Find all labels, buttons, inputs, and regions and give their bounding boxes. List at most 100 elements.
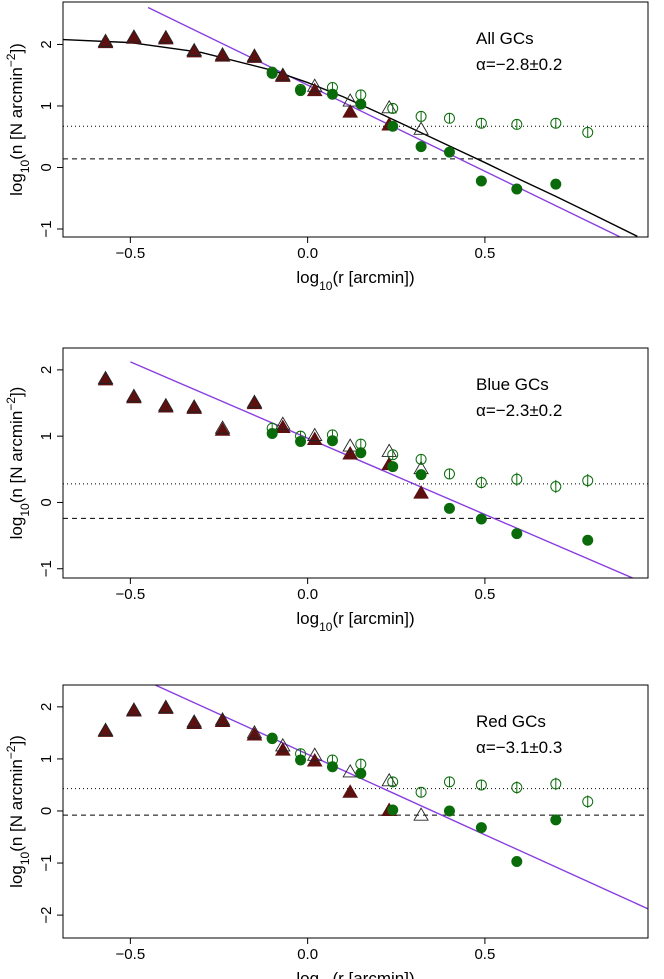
triangle-point [157,700,174,714]
triangle-point [158,699,174,713]
circle-point [582,126,594,138]
y-tick-label: 0 [38,498,55,506]
circle-point [295,83,307,95]
y-axis-label-part: ]) [7,735,26,745]
y-tick-label: 0 [38,163,55,171]
triangle-point [342,764,358,778]
y-axis-label-part: 10 [18,851,32,865]
triangle-point [214,713,231,727]
y-axis-label-part: −2 [4,53,18,67]
circle-point [326,754,338,766]
y-tick-label: 1 [38,102,55,110]
y-axis-label-part: (n [N arcmin [7,67,26,160]
axes-frame [62,1,649,238]
fit-line [154,685,648,910]
circle-point [355,758,367,770]
x-axis-label-part: (r [arcmin]) [332,969,414,979]
panel-label: Blue GCs [476,375,549,394]
x-axis-label-part: 10 [319,279,333,293]
triangle-point [186,714,202,728]
x-tick-label: 0.0 [297,586,318,603]
triangle-point [186,43,203,58]
y-axis-label: log10(n [N arcmin−2]) [4,387,32,540]
circle-point [550,778,562,790]
triangle-point [246,395,263,410]
circle-point [582,475,594,487]
circle-point [387,804,399,816]
y-axis-label-part: log [7,517,26,540]
circle-point [443,502,455,514]
triangle-point [306,78,323,92]
triangle-point [306,431,323,445]
y-tick-label: −1 [38,854,55,871]
triangle-point [214,47,231,61]
triangle-point [126,30,142,44]
y-axis-label-part: ]) [7,387,26,397]
circle-point [511,118,523,130]
x-tick-label: 0.5 [474,946,495,963]
circle-point [550,814,562,826]
y-tick-label: 2 [38,703,55,711]
x-axis-label-part: (r [arcmin]) [332,268,414,287]
triangle-point [306,427,323,441]
circle-point [443,146,455,158]
triangle-point [126,388,142,402]
triangle-point [306,747,323,761]
circle-point [511,183,523,195]
circle-point [415,453,427,465]
x-axis-label: log10(r [arcmin]) [296,969,414,979]
plot-area [63,685,648,910]
circle-point [415,110,427,122]
fit-line [63,38,638,237]
y-axis-label-part: 10 [18,159,32,173]
triangle-point [342,438,358,452]
x-axis-label-part: (r [arcmin]) [332,609,414,628]
y-axis-label: log10(n [N arcmin−2]) [4,43,32,196]
slope-annotation: α=−2.8±0.2 [476,55,562,74]
triangle-point [275,738,291,752]
circle-point [266,66,278,78]
triangle-point [342,784,359,798]
circle-point [326,429,338,441]
circle-point [475,513,487,525]
circle-point [266,422,278,434]
triangle-point [126,703,142,717]
circle-point [387,120,399,132]
slope-annotation: α=−2.3±0.2 [476,401,562,420]
circle-point [355,438,367,450]
y-axis-label: log10(n [N arcmin−2]) [4,735,32,888]
circle-point [266,732,278,744]
y-tick-label: −1 [38,560,55,577]
triangle-point [413,121,429,135]
y-tick-label: 2 [38,40,55,48]
y-axis-label-part: ]) [7,43,26,53]
circle-point [387,102,399,114]
triangle-point [214,422,231,436]
triangle-point [186,399,202,413]
fit-line [130,361,635,578]
triangle-point [214,420,231,434]
x-tick-label: −0.5 [116,946,146,963]
x-axis-label-part: 10 [319,620,333,634]
circle-point [295,748,307,760]
circle-point [511,782,523,794]
triangle-point [306,82,323,97]
circle-point [475,477,487,489]
triangle-point [214,711,231,726]
triangle-point [274,68,291,82]
triangle-point [157,30,174,45]
triangle-point [246,726,263,741]
triangle-point [342,104,359,118]
y-tick-label: 1 [38,755,55,763]
triangle-point [342,446,359,460]
triangle-point [246,48,263,62]
circle-point [355,89,367,101]
y-axis-label-part: −2 [4,397,18,411]
triangle-point [97,723,114,737]
panel-label: All GCs [476,29,534,48]
y-axis-label-part: −2 [4,745,18,759]
circle-point [550,178,562,190]
